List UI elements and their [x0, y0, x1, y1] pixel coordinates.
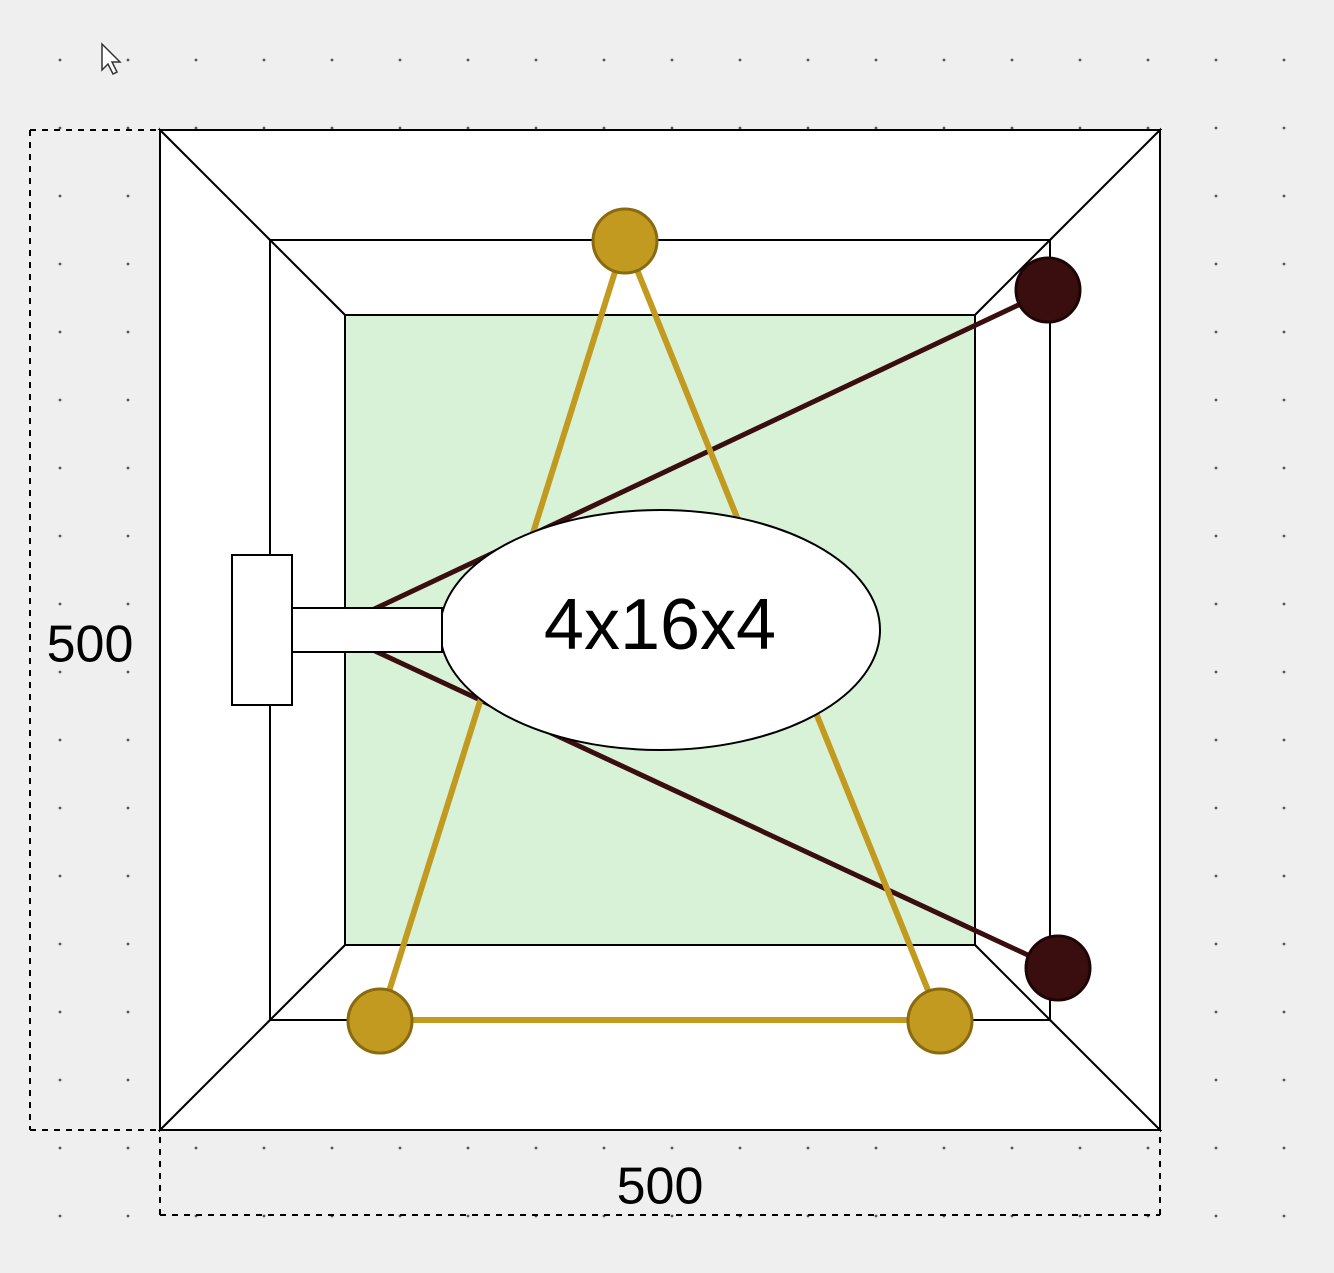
dimension-horizontal-label: 500 — [617, 1158, 704, 1216]
window-diagram: 500 500 4x16x4 — [0, 0, 1334, 1273]
dimension-vertical-label: 500 — [47, 616, 134, 674]
glass-spec-label: 4x16x4 — [544, 585, 776, 665]
